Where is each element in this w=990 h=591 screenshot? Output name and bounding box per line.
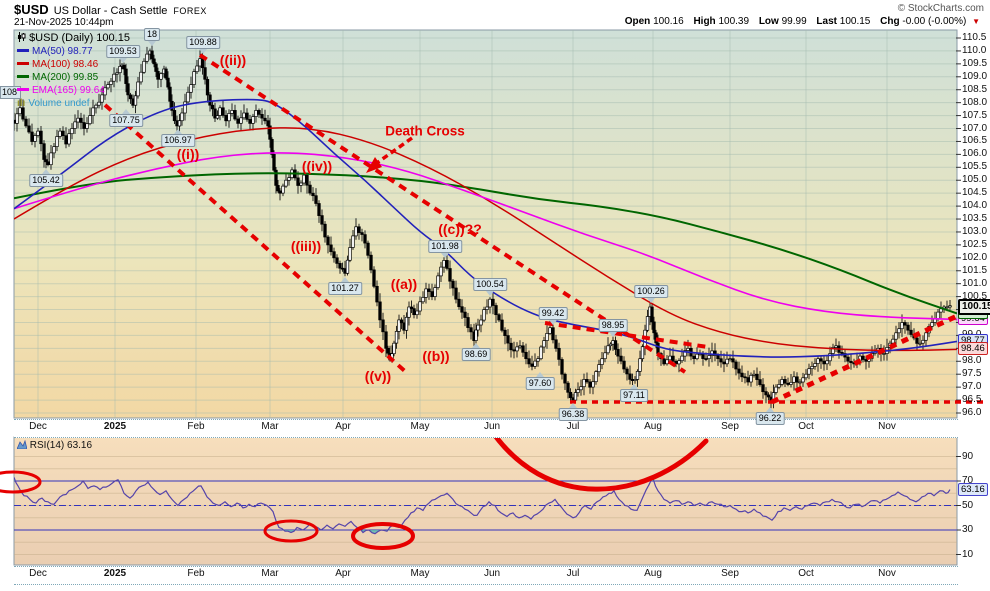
quote-summary: Open 100.16 High 100.39 Low 99.99 Last 1… <box>618 16 980 27</box>
legend-ma200: MA(200) 99.85 <box>17 71 130 84</box>
high-value: 100.39 <box>718 16 750 27</box>
chg-value: -0.00 (-0.00%) <box>902 16 967 27</box>
legend-volume: ılı Volume undef <box>17 98 90 109</box>
candlestick-icon <box>18 32 26 42</box>
legend-symbol-row: $USD (Daily) 100.15 <box>17 32 130 45</box>
chart-header: $USD US Dollar - Cash Settle FOREX <box>14 2 207 17</box>
ema165-swatch <box>17 88 29 91</box>
symbol-label: $USD <box>14 2 49 17</box>
last-value: 100.15 <box>839 16 871 27</box>
chart-timestamp: 21-Nov-2025 10:44pm <box>14 17 114 28</box>
chg-label: Chg <box>880 16 900 27</box>
rsi-x-axis-strip <box>14 566 958 585</box>
main-legend: $USD (Daily) 100.15 MA(50) 98.77 MA(100)… <box>17 32 130 110</box>
open-value: 100.16 <box>653 16 684 27</box>
high-label: High <box>693 16 716 27</box>
main-x-axis-strip <box>14 419 958 438</box>
legend-ema165: EMA(165) 99.64 <box>17 84 130 97</box>
low-value: 99.99 <box>781 16 807 27</box>
ma50-swatch <box>17 49 29 52</box>
left-price-tag: 108 <box>0 86 21 99</box>
legend-ma50: MA(50) 98.77 <box>17 45 130 58</box>
change-down-triangle-icon: ▼ <box>972 17 980 26</box>
volume-bars-icon: ılı <box>17 98 26 109</box>
ma200-swatch <box>17 75 29 78</box>
stockcharts-copyright-link[interactable]: © StockCharts.com <box>897 3 984 14</box>
chart-title: US Dollar - Cash Settle <box>53 5 168 17</box>
rsi-indicator-icon <box>16 439 28 450</box>
low-label: Low <box>758 16 779 27</box>
open-label: Open <box>624 16 651 27</box>
last-label: Last <box>816 16 837 27</box>
ma100-swatch <box>17 62 29 65</box>
rsi-legend: RSI(14) 63.16 <box>16 439 92 451</box>
exchange-label: FOREX <box>173 6 207 16</box>
legend-ma100: MA(100) 98.46 <box>17 58 130 71</box>
